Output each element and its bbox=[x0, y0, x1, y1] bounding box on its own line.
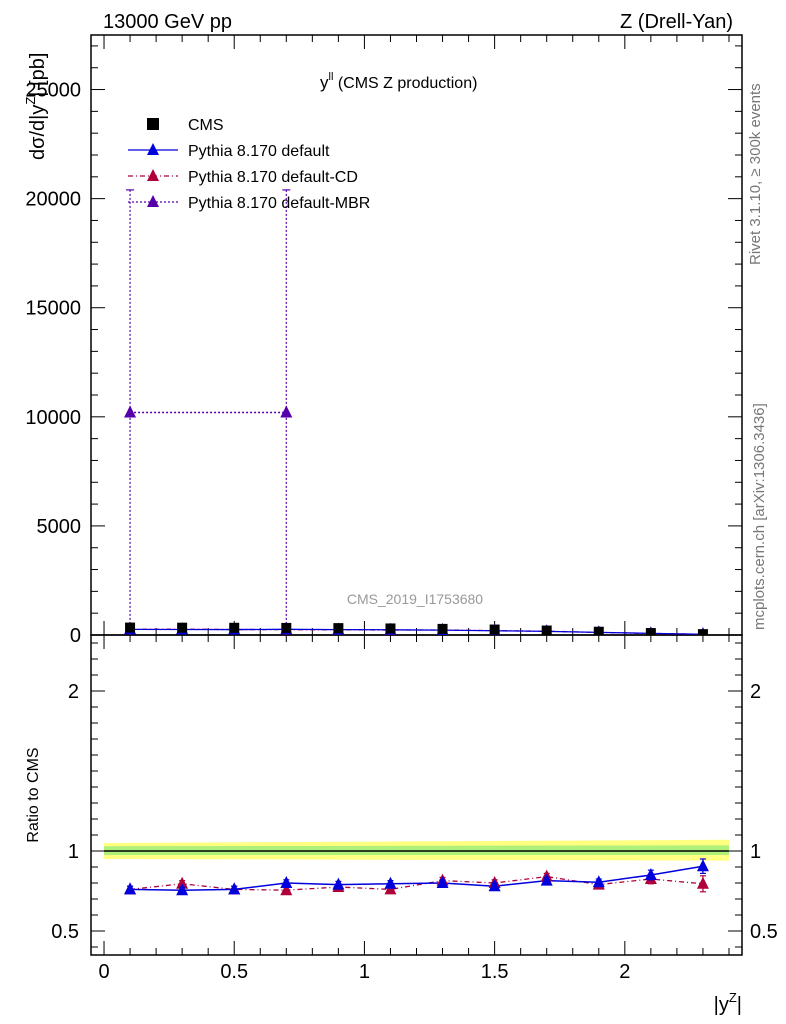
x-axis-label-end: | bbox=[737, 994, 742, 1016]
ratio-cd-marker bbox=[696, 876, 709, 889]
ratio-default-marker bbox=[176, 883, 189, 896]
series-default-line bbox=[130, 628, 703, 635]
y-tick-label: 15000 bbox=[25, 298, 81, 320]
y-tick-label: 20000 bbox=[25, 189, 81, 211]
x-tick-label: 1 bbox=[359, 961, 370, 983]
ratio-uncertainty-band-inner bbox=[104, 845, 729, 855]
ratio-default-marker bbox=[488, 879, 501, 892]
ratio-cd-marker bbox=[280, 883, 293, 896]
series-cms-marker bbox=[385, 623, 396, 634]
side-rivet: Rivet 3.1.10, ≥ 300k events bbox=[747, 83, 764, 265]
chart-title-sup: ll bbox=[329, 71, 334, 83]
x-tick-label: 0.5 bbox=[220, 961, 248, 983]
ratio-default-marker bbox=[280, 876, 293, 888]
x-tick-label: 2 bbox=[619, 961, 630, 983]
ratio-cd-marker bbox=[176, 876, 189, 889]
ratio-default-marker bbox=[124, 882, 137, 895]
legend-label: Pythia 8.170 default bbox=[188, 143, 330, 160]
y-tick-label: 5000 bbox=[37, 516, 82, 538]
series-cms-marker bbox=[437, 623, 448, 634]
ratio-default-marker bbox=[696, 859, 709, 872]
y-axis-label-unit: | [pb] bbox=[27, 53, 49, 97]
series-cms-marker bbox=[697, 629, 708, 635]
legend-mbr-marker bbox=[147, 195, 159, 207]
x-tick-label: 1.5 bbox=[481, 961, 509, 983]
ratio-tick-label-left: 2 bbox=[68, 681, 79, 703]
series-cms-marker bbox=[281, 622, 292, 633]
chart-title: yll (CMS Z production) bbox=[320, 71, 477, 92]
x-axis-label-main: |y bbox=[714, 994, 729, 1016]
y-tick-label: 10000 bbox=[25, 407, 81, 429]
ratio-tick-label-right: 0.5 bbox=[750, 921, 778, 943]
series-cms-marker bbox=[229, 622, 240, 633]
ratio-default-marker bbox=[644, 868, 657, 880]
legend-cd-marker bbox=[147, 169, 159, 181]
legend-label: Pythia 8.170 default-CD bbox=[188, 169, 358, 186]
series-mbr-marker bbox=[124, 405, 137, 418]
x-axis-label-sup: Z bbox=[729, 990, 737, 1005]
y-tick-label: 0 bbox=[70, 625, 81, 647]
series-cms-marker bbox=[645, 628, 656, 635]
ratio-default-marker bbox=[592, 875, 605, 888]
ratio-tick-label-left: 0.5 bbox=[51, 921, 79, 943]
series-cms-marker bbox=[489, 624, 500, 635]
series-cms-marker bbox=[177, 622, 188, 633]
series-mbr-marker bbox=[280, 405, 293, 418]
y-axis-label-main: dσ/d|y bbox=[27, 105, 49, 160]
ratio-default-marker bbox=[332, 877, 345, 890]
ratio-default-marker bbox=[384, 876, 397, 889]
side-mcplots: mcplots.cern.ch [arXiv:1306.3436] bbox=[751, 403, 768, 630]
ratio-default-marker bbox=[228, 882, 241, 895]
y-axis-label: dσ/d|yZ| [pb] bbox=[23, 53, 49, 160]
ratio-series-group bbox=[124, 858, 709, 896]
series-cms-marker bbox=[125, 622, 136, 633]
legend-default-marker bbox=[147, 143, 159, 155]
ratio-default-marker bbox=[436, 876, 449, 888]
legend-cms-marker bbox=[147, 118, 159, 130]
y-tick-label: 25000 bbox=[25, 80, 81, 102]
x-tick-label: 0 bbox=[98, 961, 109, 983]
legend: CMS Pythia 8.170 default Pythia 8.170 defa… bbox=[128, 117, 370, 212]
header-right: Z (Drell-Yan) bbox=[620, 11, 733, 33]
legend-label: CMS bbox=[188, 117, 224, 134]
main-series-group bbox=[124, 189, 708, 635]
ratio-cd-line bbox=[129, 875, 703, 891]
header-left: 13000 GeV pp bbox=[103, 11, 232, 33]
ratio-tick-label-right: 2 bbox=[750, 681, 761, 703]
legend-label: Pythia 8.170 default-MBR bbox=[188, 195, 370, 212]
chart-title-rest: (CMS Z production) bbox=[333, 75, 477, 92]
watermark: CMS_2019_I1753680 bbox=[347, 591, 483, 607]
x-axis-label: |yZ| bbox=[714, 990, 742, 1016]
y-axis-label-sup: Z bbox=[23, 97, 38, 105]
chart-title-main: y bbox=[320, 73, 329, 92]
ratio-default-marker bbox=[540, 873, 553, 886]
ratio-tick-label-left: 1 bbox=[68, 841, 79, 863]
series-cms-marker bbox=[333, 623, 344, 634]
ratio-tick-label-right: 1 bbox=[750, 841, 761, 863]
series-cms-marker bbox=[593, 626, 604, 635]
ratio-plot-frame bbox=[90, 634, 743, 956]
ratio-default-line bbox=[130, 865, 704, 891]
series-cms-marker bbox=[541, 625, 552, 635]
ratio-y-axis-label: Ratio to CMS bbox=[25, 747, 42, 842]
